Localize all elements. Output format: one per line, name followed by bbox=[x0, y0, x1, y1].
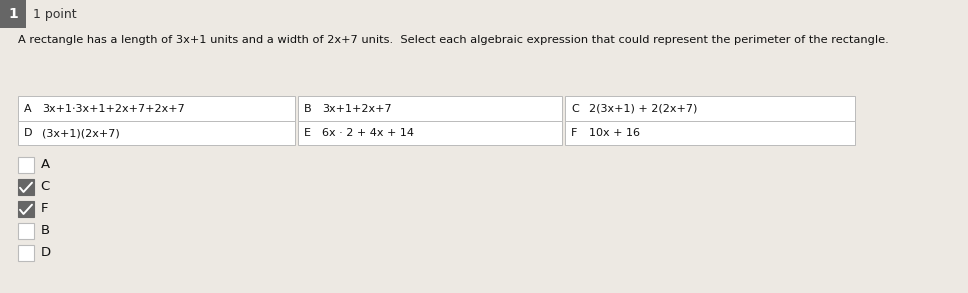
FancyBboxPatch shape bbox=[565, 121, 855, 145]
Text: 1 point: 1 point bbox=[33, 8, 76, 21]
Text: 1: 1 bbox=[8, 7, 17, 21]
Text: 2(3x+1) + 2(2x+7): 2(3x+1) + 2(2x+7) bbox=[589, 103, 697, 113]
FancyBboxPatch shape bbox=[18, 96, 295, 121]
Text: (3x+1)(2x+7): (3x+1)(2x+7) bbox=[42, 128, 120, 138]
FancyBboxPatch shape bbox=[18, 121, 295, 145]
FancyBboxPatch shape bbox=[0, 0, 26, 28]
FancyBboxPatch shape bbox=[18, 201, 34, 217]
FancyBboxPatch shape bbox=[298, 96, 562, 121]
FancyBboxPatch shape bbox=[298, 121, 562, 145]
FancyBboxPatch shape bbox=[18, 179, 34, 195]
Text: F: F bbox=[571, 128, 577, 138]
Text: E: E bbox=[304, 128, 311, 138]
Text: D: D bbox=[41, 246, 50, 260]
Text: A: A bbox=[24, 103, 32, 113]
Text: C: C bbox=[571, 103, 579, 113]
FancyBboxPatch shape bbox=[565, 96, 855, 121]
Text: A: A bbox=[41, 159, 49, 171]
FancyBboxPatch shape bbox=[18, 223, 34, 239]
Text: 10x + 16: 10x + 16 bbox=[589, 128, 640, 138]
Text: B: B bbox=[304, 103, 312, 113]
Text: D: D bbox=[24, 128, 33, 138]
Text: 3x+1⋅3x+1+2x+7+2x+7: 3x+1⋅3x+1+2x+7+2x+7 bbox=[42, 103, 185, 113]
Text: A rectangle has a length of 3x+1 units and a width of 2x+7 units.  Select each a: A rectangle has a length of 3x+1 units a… bbox=[18, 35, 889, 45]
Text: C: C bbox=[41, 180, 49, 193]
Text: 6x · 2 + 4x + 14: 6x · 2 + 4x + 14 bbox=[322, 128, 414, 138]
Text: F: F bbox=[41, 202, 48, 215]
FancyBboxPatch shape bbox=[18, 245, 34, 261]
Text: B: B bbox=[41, 224, 49, 238]
FancyBboxPatch shape bbox=[18, 157, 34, 173]
Text: 3x+1+2x+7: 3x+1+2x+7 bbox=[322, 103, 392, 113]
